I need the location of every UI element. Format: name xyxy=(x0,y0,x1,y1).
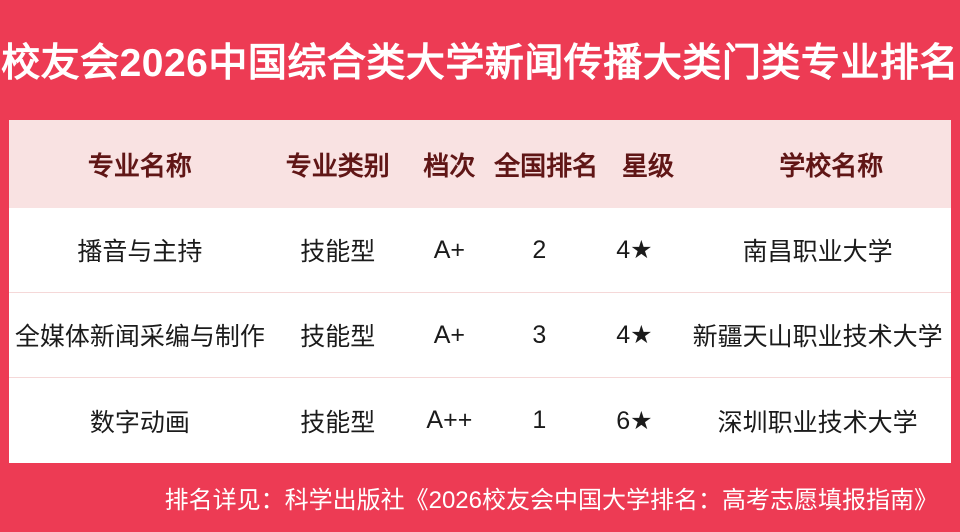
table-header-row: 专业名称 专业类别 档次 全国排名 星级 学校名称 xyxy=(9,120,951,208)
cell-major-name: 数字动画 xyxy=(89,408,190,437)
column-header-tier: 档次 xyxy=(423,150,476,181)
cell-national-rank: 3 xyxy=(532,320,547,349)
cell-major-category: 技能型 xyxy=(300,238,376,266)
column-header-star-level: 星级 xyxy=(622,150,675,181)
cell-tier: A+ xyxy=(433,320,465,349)
cell-major-category: 技能型 xyxy=(300,408,376,437)
cell-tier: A++ xyxy=(426,406,473,434)
table-row: 数字动画 技能型 A++ 1 6★ 深圳职业技术大学 xyxy=(9,378,951,463)
page-title: 校友会2026中国综合类大学新闻传播大类门类专业排名 xyxy=(1,42,959,85)
cell-star-level: 4★ xyxy=(616,236,653,264)
footer-band: 排名详见：科学出版社《2026校友会中国大学排名：高考志愿填报指南》 xyxy=(0,463,960,532)
column-header-major-name: 专业名称 xyxy=(87,150,192,181)
cell-major-name: 播音与主持 xyxy=(77,238,203,266)
ranking-table: 专业名称 专业类别 档次 全国排名 星级 学校名称 播音与主持 技能型 A+ 2… xyxy=(9,120,951,463)
cell-major-category: 技能型 xyxy=(300,323,376,351)
column-header-school-name: 学校名称 xyxy=(779,150,884,181)
table-row: 全媒体新闻采编与制作 技能型 A+ 3 4★ 新疆天山职业技术大学 xyxy=(9,293,951,378)
cell-national-rank: 2 xyxy=(532,235,547,264)
cell-tier: A+ xyxy=(433,235,465,264)
cell-national-rank: 1 xyxy=(532,406,547,434)
column-header-national-rank: 全国排名 xyxy=(494,150,599,181)
cell-star-level: 4★ xyxy=(616,321,653,349)
cell-school-name: 新疆天山职业技术大学 xyxy=(692,323,943,351)
cell-school-name: 南昌职业大学 xyxy=(742,238,893,266)
cell-star-level: 6★ xyxy=(616,406,653,435)
footnote: 排名详见：科学出版社《2026校友会中国大学排名：高考志愿填报指南》 xyxy=(164,487,938,514)
title-band: 校友会2026中国综合类大学新闻传播大类门类专业排名 xyxy=(0,0,960,120)
table-row: 播音与主持 技能型 A+ 2 4★ 南昌职业大学 xyxy=(9,208,951,293)
column-header-major-category: 专业类别 xyxy=(285,150,390,181)
cell-school-name: 深圳职业技术大学 xyxy=(717,408,918,437)
cell-major-name: 全媒体新闻采编与制作 xyxy=(14,323,265,351)
